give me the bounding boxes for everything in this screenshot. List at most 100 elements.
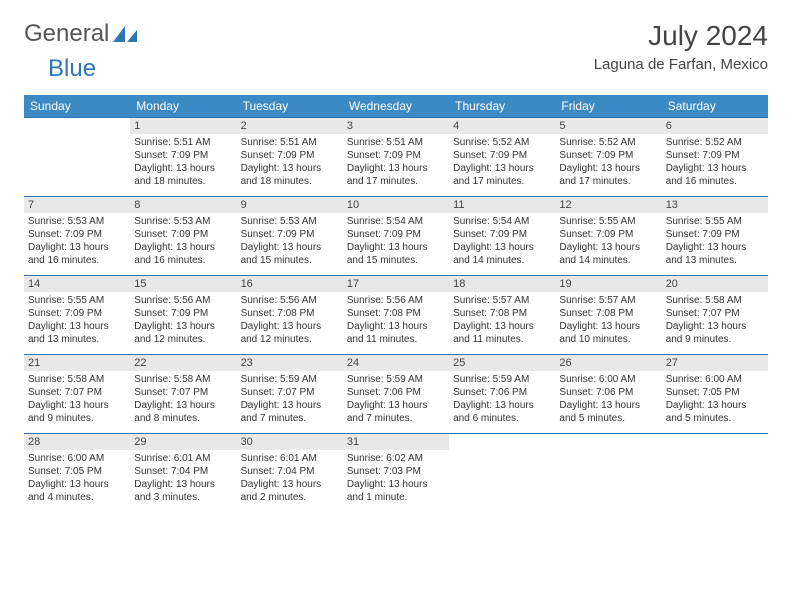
calendar-day-cell <box>449 434 555 513</box>
day-body: Sunrise: 6:00 AMSunset: 7:06 PMDaylight:… <box>555 371 661 429</box>
day-number: 30 <box>237 434 343 450</box>
calendar-week-row: 21Sunrise: 5:58 AMSunset: 7:07 PMDayligh… <box>24 355 768 434</box>
calendar-day-cell: 3Sunrise: 5:51 AMSunset: 7:09 PMDaylight… <box>343 118 449 197</box>
calendar-day-cell: 11Sunrise: 5:54 AMSunset: 7:09 PMDayligh… <box>449 197 555 276</box>
day-number: 4 <box>449 118 555 134</box>
day-body: Sunrise: 5:58 AMSunset: 7:07 PMDaylight:… <box>24 371 130 429</box>
logo-text-general: General <box>24 20 109 48</box>
day-number: 8 <box>130 197 236 213</box>
calendar-day-cell: 18Sunrise: 5:57 AMSunset: 7:08 PMDayligh… <box>449 276 555 355</box>
page-title: July 2024 <box>594 20 768 52</box>
day-body: Sunrise: 5:56 AMSunset: 7:09 PMDaylight:… <box>130 292 236 350</box>
calendar-day-cell: 7Sunrise: 5:53 AMSunset: 7:09 PMDaylight… <box>24 197 130 276</box>
day-number: 17 <box>343 276 449 292</box>
weekday-header-row: SundayMondayTuesdayWednesdayThursdayFrid… <box>24 95 768 118</box>
day-body: Sunrise: 5:58 AMSunset: 7:07 PMDaylight:… <box>662 292 768 350</box>
calendar-day-cell: 26Sunrise: 6:00 AMSunset: 7:06 PMDayligh… <box>555 355 661 434</box>
day-body: Sunrise: 5:51 AMSunset: 7:09 PMDaylight:… <box>343 134 449 192</box>
day-body: Sunrise: 5:51 AMSunset: 7:09 PMDaylight:… <box>130 134 236 192</box>
location-label: Laguna de Farfan, Mexico <box>594 56 768 73</box>
weekday-header: Tuesday <box>237 95 343 118</box>
day-body: Sunrise: 5:53 AMSunset: 7:09 PMDaylight:… <box>237 213 343 271</box>
day-number: 5 <box>555 118 661 134</box>
day-number: 22 <box>130 355 236 371</box>
day-body: Sunrise: 5:55 AMSunset: 7:09 PMDaylight:… <box>662 213 768 271</box>
calendar-body: 1Sunrise: 5:51 AMSunset: 7:09 PMDaylight… <box>24 118 768 513</box>
calendar-week-row: 7Sunrise: 5:53 AMSunset: 7:09 PMDaylight… <box>24 197 768 276</box>
calendar-day-cell: 29Sunrise: 6:01 AMSunset: 7:04 PMDayligh… <box>130 434 236 513</box>
calendar-day-cell: 22Sunrise: 5:58 AMSunset: 7:07 PMDayligh… <box>130 355 236 434</box>
calendar-day-cell: 6Sunrise: 5:52 AMSunset: 7:09 PMDaylight… <box>662 118 768 197</box>
day-number: 1 <box>130 118 236 134</box>
day-number: 19 <box>555 276 661 292</box>
day-body: Sunrise: 5:52 AMSunset: 7:09 PMDaylight:… <box>662 134 768 192</box>
calendar-page: General July 2024 Laguna de Farfan, Mexi… <box>0 0 792 532</box>
day-number: 14 <box>24 276 130 292</box>
day-body: Sunrise: 5:55 AMSunset: 7:09 PMDaylight:… <box>24 292 130 350</box>
weekday-header: Wednesday <box>343 95 449 118</box>
weekday-header: Thursday <box>449 95 555 118</box>
calendar-day-cell: 5Sunrise: 5:52 AMSunset: 7:09 PMDaylight… <box>555 118 661 197</box>
calendar-day-cell: 25Sunrise: 5:59 AMSunset: 7:06 PMDayligh… <box>449 355 555 434</box>
weekday-header: Saturday <box>662 95 768 118</box>
day-body: Sunrise: 5:53 AMSunset: 7:09 PMDaylight:… <box>24 213 130 271</box>
day-number: 18 <box>449 276 555 292</box>
day-body: Sunrise: 5:51 AMSunset: 7:09 PMDaylight:… <box>237 134 343 192</box>
day-number: 11 <box>449 197 555 213</box>
calendar-week-row: 28Sunrise: 6:00 AMSunset: 7:05 PMDayligh… <box>24 434 768 513</box>
day-body: Sunrise: 5:56 AMSunset: 7:08 PMDaylight:… <box>343 292 449 350</box>
day-body: Sunrise: 5:59 AMSunset: 7:06 PMDaylight:… <box>449 371 555 429</box>
day-body: Sunrise: 5:57 AMSunset: 7:08 PMDaylight:… <box>555 292 661 350</box>
calendar-day-cell: 2Sunrise: 5:51 AMSunset: 7:09 PMDaylight… <box>237 118 343 197</box>
calendar-day-cell <box>555 434 661 513</box>
day-number: 3 <box>343 118 449 134</box>
day-number: 16 <box>237 276 343 292</box>
logo-text-blue: Blue <box>48 55 96 82</box>
day-number: 6 <box>662 118 768 134</box>
day-body: Sunrise: 5:54 AMSunset: 7:09 PMDaylight:… <box>449 213 555 271</box>
day-number: 26 <box>555 355 661 371</box>
day-number: 24 <box>343 355 449 371</box>
day-body: Sunrise: 5:59 AMSunset: 7:06 PMDaylight:… <box>343 371 449 429</box>
day-body: Sunrise: 5:59 AMSunset: 7:07 PMDaylight:… <box>237 371 343 429</box>
calendar-week-row: 14Sunrise: 5:55 AMSunset: 7:09 PMDayligh… <box>24 276 768 355</box>
day-body: Sunrise: 6:00 AMSunset: 7:05 PMDaylight:… <box>662 371 768 429</box>
day-body: Sunrise: 5:53 AMSunset: 7:09 PMDaylight:… <box>130 213 236 271</box>
day-number: 12 <box>555 197 661 213</box>
day-body: Sunrise: 5:52 AMSunset: 7:09 PMDaylight:… <box>449 134 555 192</box>
day-number: 27 <box>662 355 768 371</box>
calendar-day-cell: 21Sunrise: 5:58 AMSunset: 7:07 PMDayligh… <box>24 355 130 434</box>
day-number: 21 <box>24 355 130 371</box>
calendar-day-cell <box>662 434 768 513</box>
calendar-week-row: 1Sunrise: 5:51 AMSunset: 7:09 PMDaylight… <box>24 118 768 197</box>
day-number: 23 <box>237 355 343 371</box>
day-body: Sunrise: 5:54 AMSunset: 7:09 PMDaylight:… <box>343 213 449 271</box>
day-number: 15 <box>130 276 236 292</box>
day-number: 7 <box>24 197 130 213</box>
calendar-day-cell: 19Sunrise: 5:57 AMSunset: 7:08 PMDayligh… <box>555 276 661 355</box>
day-number: 10 <box>343 197 449 213</box>
calendar-day-cell: 14Sunrise: 5:55 AMSunset: 7:09 PMDayligh… <box>24 276 130 355</box>
day-number: 13 <box>662 197 768 213</box>
day-number: 28 <box>24 434 130 450</box>
calendar-table: SundayMondayTuesdayWednesdayThursdayFrid… <box>24 95 768 512</box>
calendar-day-cell: 16Sunrise: 5:56 AMSunset: 7:08 PMDayligh… <box>237 276 343 355</box>
calendar-day-cell: 1Sunrise: 5:51 AMSunset: 7:09 PMDaylight… <box>130 118 236 197</box>
calendar-day-cell: 31Sunrise: 6:02 AMSunset: 7:03 PMDayligh… <box>343 434 449 513</box>
calendar-day-cell: 12Sunrise: 5:55 AMSunset: 7:09 PMDayligh… <box>555 197 661 276</box>
calendar-day-cell: 28Sunrise: 6:00 AMSunset: 7:05 PMDayligh… <box>24 434 130 513</box>
weekday-header: Sunday <box>24 95 130 118</box>
calendar-day-cell: 24Sunrise: 5:59 AMSunset: 7:06 PMDayligh… <box>343 355 449 434</box>
day-number: 2 <box>237 118 343 134</box>
day-body: Sunrise: 5:52 AMSunset: 7:09 PMDaylight:… <box>555 134 661 192</box>
day-body: Sunrise: 6:02 AMSunset: 7:03 PMDaylight:… <box>343 450 449 508</box>
day-body: Sunrise: 5:58 AMSunset: 7:07 PMDaylight:… <box>130 371 236 429</box>
day-number: 31 <box>343 434 449 450</box>
calendar-day-cell: 27Sunrise: 6:00 AMSunset: 7:05 PMDayligh… <box>662 355 768 434</box>
weekday-header: Friday <box>555 95 661 118</box>
logo: General <box>24 20 141 48</box>
day-body: Sunrise: 6:01 AMSunset: 7:04 PMDaylight:… <box>237 450 343 508</box>
calendar-day-cell <box>24 118 130 197</box>
day-body: Sunrise: 5:55 AMSunset: 7:09 PMDaylight:… <box>555 213 661 271</box>
day-number: 9 <box>237 197 343 213</box>
